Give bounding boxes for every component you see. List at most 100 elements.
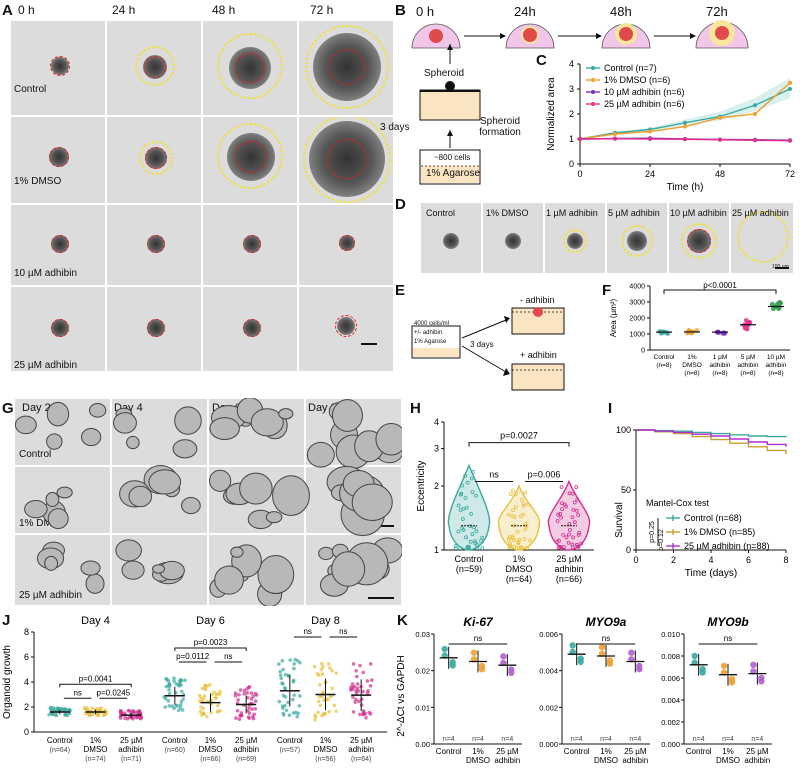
- j-point: [167, 704, 171, 708]
- h-xlabel: DMSO: [506, 564, 533, 574]
- g-day-2: Day 2: [22, 402, 51, 414]
- panel-label-g: G: [2, 400, 14, 417]
- g-dmso-d2: 1% DMSO: [14, 466, 111, 534]
- h-violin: [497, 484, 541, 551]
- j-point: [368, 662, 373, 666]
- c-ytick-label: 4: [569, 59, 574, 69]
- c-point: [683, 137, 687, 142]
- g-dmso-label: 1% DMSO: [19, 518, 67, 529]
- j-point: [279, 676, 284, 681]
- panel-label-k: K: [397, 612, 408, 629]
- f-ytick-label: 3000: [629, 300, 645, 307]
- i-xtick-label: 0: [633, 555, 638, 565]
- e-box-label: 4000 cells/ml +/- adhibin 1% Agarose: [414, 320, 449, 347]
- k-n-label: n=4: [693, 736, 705, 743]
- micro-control-72h: [298, 20, 394, 116]
- i-xtick-label: 6: [746, 555, 751, 565]
- j-annotation: p=0.0023: [194, 638, 228, 647]
- k-point: [470, 649, 478, 656]
- j-ytick-label: 0: [24, 727, 29, 737]
- j-point: [65, 713, 69, 718]
- j-point: [131, 714, 136, 719]
- j-point: [203, 687, 208, 692]
- k-point: [441, 645, 448, 653]
- k-ytick-label: 0.03: [415, 630, 430, 639]
- c-point: [788, 138, 792, 143]
- h-point: [560, 501, 564, 506]
- g-25um-label: 25 µM adhibin: [19, 590, 83, 601]
- j-point: [354, 691, 359, 695]
- j-point: [214, 692, 219, 697]
- j-point: [176, 708, 181, 713]
- h-point: [561, 532, 566, 537]
- c-ytick-label: 0: [569, 159, 574, 169]
- j-point: [295, 658, 300, 663]
- micro-25um-48h: [202, 286, 298, 372]
- organoid: [172, 439, 198, 459]
- h-point: [555, 519, 560, 523]
- j-point: [53, 712, 58, 717]
- j-point: [281, 667, 285, 672]
- j-point: [178, 705, 182, 710]
- h-point: [461, 528, 466, 532]
- j-point: [164, 684, 169, 689]
- k-ytick-label: 0.006: [661, 674, 680, 683]
- h-point: [556, 512, 561, 517]
- organoid: [24, 499, 48, 519]
- k-n-label: n=4: [501, 736, 513, 743]
- j-point: [214, 696, 219, 700]
- j-point: [288, 658, 293, 662]
- j-point: [134, 715, 139, 719]
- i-p-label-2: p=0.12: [658, 529, 665, 551]
- h-point: [465, 480, 470, 485]
- h-ytick-label: 1: [434, 545, 439, 555]
- j-point: [350, 682, 355, 686]
- k-point: [449, 662, 456, 669]
- j-point: [368, 712, 373, 716]
- panel-c-chart: 0 1 2 3 4 0 24 48 72 Time (h) Normalized area Contr…: [546, 59, 795, 193]
- j-point: [283, 672, 288, 677]
- f-point: [744, 326, 750, 332]
- organoid: [46, 433, 63, 450]
- k-xlabel: DMSO: [716, 756, 740, 765]
- h-point: [558, 512, 563, 516]
- j-xlabel-n: (n=71): [121, 756, 141, 763]
- j-point: [352, 684, 357, 689]
- j-point: [319, 667, 324, 672]
- j-point: [47, 712, 51, 717]
- j-point: [172, 679, 176, 684]
- j-ytick-label: 8: [24, 627, 29, 637]
- j-point: [82, 705, 87, 710]
- h-point: [560, 507, 564, 512]
- j-xlabel-n: (n=66): [200, 756, 220, 763]
- f-xlabel-n: (n=8): [768, 370, 783, 377]
- j-point: [218, 692, 222, 696]
- organoid: [44, 555, 58, 571]
- j-point: [125, 716, 130, 721]
- j-point: [283, 686, 288, 691]
- j-xlabel-n: (n=74): [85, 756, 105, 763]
- organoid: [278, 408, 294, 420]
- organoid: [209, 417, 240, 441]
- h-point: [458, 508, 463, 512]
- j-point: [334, 671, 339, 675]
- k-xlabel: adhibin: [494, 756, 520, 765]
- h-point: [523, 490, 528, 495]
- k-n-label: n=4: [443, 736, 455, 743]
- f-xlabel: adhibin: [710, 362, 731, 369]
- j-xlabel-n: (n=56): [315, 756, 335, 763]
- h-point: [567, 532, 571, 537]
- j-point: [354, 674, 359, 679]
- h-point: [511, 508, 515, 513]
- c-point: [683, 124, 687, 129]
- organoid: [214, 565, 244, 595]
- j-annotation: ns: [339, 627, 347, 636]
- panel-h-chart: 1 2 3 4 Eccentricity Control(n=59) 1%DMSO(n=64…: [416, 417, 594, 584]
- f-point: [769, 301, 775, 307]
- j-point: [353, 700, 357, 704]
- j-point: [95, 707, 100, 711]
- h-point: [460, 517, 465, 521]
- h-point: [470, 490, 475, 495]
- j-xlabel-n: (n=57): [280, 747, 300, 754]
- j-ytick-label: 4: [24, 677, 29, 687]
